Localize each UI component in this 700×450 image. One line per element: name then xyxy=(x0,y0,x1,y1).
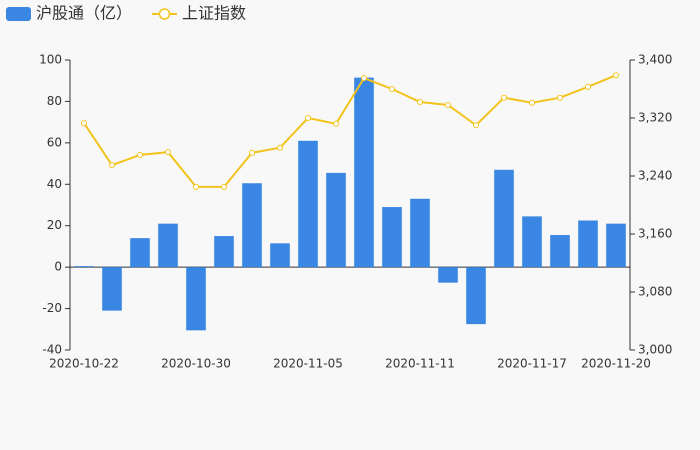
bar xyxy=(102,267,122,311)
bar xyxy=(606,223,626,268)
bar xyxy=(214,236,234,268)
line xyxy=(83,74,617,188)
bar xyxy=(186,267,206,331)
line-point xyxy=(417,99,423,106)
line-point xyxy=(305,115,311,121)
bar xyxy=(298,140,318,268)
line-point xyxy=(277,144,283,151)
legend-swatch xyxy=(158,8,171,20)
bar xyxy=(130,238,150,268)
bar xyxy=(410,198,430,268)
line-point xyxy=(81,120,87,127)
x-tick-label: 2020-11-11 xyxy=(385,357,455,371)
line-point xyxy=(333,120,339,127)
bar xyxy=(354,77,374,268)
legend-label: 沪股通（亿） xyxy=(36,4,132,23)
bar xyxy=(550,235,570,268)
x-tick-label: 2020-10-30 xyxy=(161,357,231,371)
bar xyxy=(578,220,598,268)
y-tick-label: 40 xyxy=(47,177,62,191)
y-tick-label: -20 xyxy=(42,301,62,315)
bar xyxy=(382,207,402,268)
line-point xyxy=(585,83,591,90)
y-tick-label: 0 xyxy=(54,260,62,274)
y-tick-label: 80 xyxy=(47,94,62,108)
x-tick-label: 2020-11-05 xyxy=(273,357,343,371)
line-point xyxy=(557,94,563,101)
bar xyxy=(438,267,458,283)
y2-tick-label: 3,000 xyxy=(638,343,672,357)
y2-tick-label: 3,400 xyxy=(638,53,672,67)
line-point xyxy=(501,94,507,101)
bar xyxy=(158,223,178,268)
x-tick-label: 2020-11-20 xyxy=(581,357,651,371)
line-point xyxy=(389,86,395,92)
bar xyxy=(466,267,486,325)
line-point xyxy=(473,122,479,129)
y-tick-label: 20 xyxy=(47,218,62,232)
line-point xyxy=(361,75,367,82)
line-point xyxy=(193,183,199,190)
line-point xyxy=(445,101,451,108)
y2-tick-label: 3,080 xyxy=(638,285,672,299)
legend-label: 上证指数 xyxy=(182,4,246,23)
line-point xyxy=(165,149,171,156)
bar xyxy=(270,243,290,268)
x-tick-label: 2020-11-17 xyxy=(497,357,567,371)
y2-tick-label: 3,320 xyxy=(638,111,672,125)
y2-tick-label: 3,160 xyxy=(638,227,672,241)
y-tick-label: 100 xyxy=(39,53,62,67)
line-point xyxy=(221,183,227,190)
y-tick-label: 60 xyxy=(47,135,62,149)
bar xyxy=(326,172,346,268)
y2-tick-label: 3,240 xyxy=(638,169,672,183)
y-tick-label: -40 xyxy=(42,343,62,357)
bar xyxy=(74,266,94,268)
bar xyxy=(522,216,542,268)
line-point xyxy=(529,99,535,106)
bar xyxy=(494,169,514,268)
legend-swatch xyxy=(6,7,31,21)
line-point xyxy=(249,149,255,156)
line-point xyxy=(137,151,143,158)
line-point xyxy=(109,162,115,169)
x-tick-label: 2020-10-22 xyxy=(49,357,119,371)
bar xyxy=(242,183,262,268)
line-point xyxy=(613,72,619,79)
